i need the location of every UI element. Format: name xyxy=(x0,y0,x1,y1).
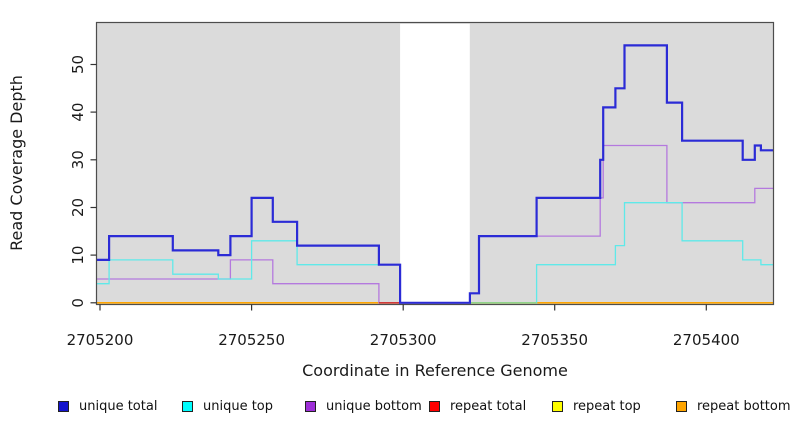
legend-item-repeat-bottom: repeat bottom xyxy=(676,399,791,414)
legend-swatch-unique-total xyxy=(58,401,69,412)
legend-item-unique-top: unique top xyxy=(182,399,273,414)
y-tick-label: 30 xyxy=(69,150,87,169)
x-axis-title: Coordinate in Reference Genome xyxy=(302,361,568,380)
y-axis: 0 10 20 30 40 50 xyxy=(69,55,97,308)
coverage-chart: 2705200 2705250 2705300 2705350 2705400 0 10 2… xyxy=(7,21,775,380)
legend-label: repeat total xyxy=(450,399,527,414)
plot-panel xyxy=(97,23,773,305)
series-lines xyxy=(97,44,773,304)
legend-swatch-repeat-top xyxy=(552,401,563,412)
legend-item-unique-bottom: unique bottom xyxy=(305,399,422,414)
legend-label: repeat bottom xyxy=(697,399,791,414)
x-tick-label: 2705350 xyxy=(521,331,588,349)
series-line-unique-total xyxy=(97,44,773,304)
legend-label: repeat top xyxy=(573,399,641,414)
x-tick-label: 2705250 xyxy=(218,331,285,349)
legend-item-repeat-top: repeat top xyxy=(552,399,641,414)
y-tick-label: 0 xyxy=(69,298,87,308)
legend-swatch-repeat-total xyxy=(429,401,440,412)
legend-item-repeat-total: repeat total xyxy=(429,399,526,414)
x-tick-label: 2705200 xyxy=(67,331,134,349)
y-axis-title: Read Coverage Depth xyxy=(7,75,26,251)
plot-panel-border xyxy=(95,21,775,306)
legend-swatch-repeat-bottom xyxy=(676,401,687,412)
y-tick-label: 40 xyxy=(69,103,87,122)
coverage-gap-region xyxy=(400,23,470,305)
y-tick-label: 10 xyxy=(69,246,87,265)
x-axis: 2705200 2705250 2705300 2705350 2705400 xyxy=(67,304,740,349)
legend-label: unique bottom xyxy=(326,399,422,414)
x-tick-label: 2705300 xyxy=(370,331,437,349)
y-tick-label: 50 xyxy=(69,55,87,74)
legend-swatch-unique-bottom xyxy=(305,401,316,412)
legend-swatch-unique-top xyxy=(182,401,193,412)
y-tick-label: 20 xyxy=(69,198,87,217)
legend: unique total unique top unique bottom repea… xyxy=(0,399,792,423)
legend-item-unique-total: unique total xyxy=(58,399,157,414)
x-tick-label: 2705400 xyxy=(673,331,740,349)
legend-label: unique total xyxy=(79,399,158,414)
legend-label: unique top xyxy=(203,399,274,414)
